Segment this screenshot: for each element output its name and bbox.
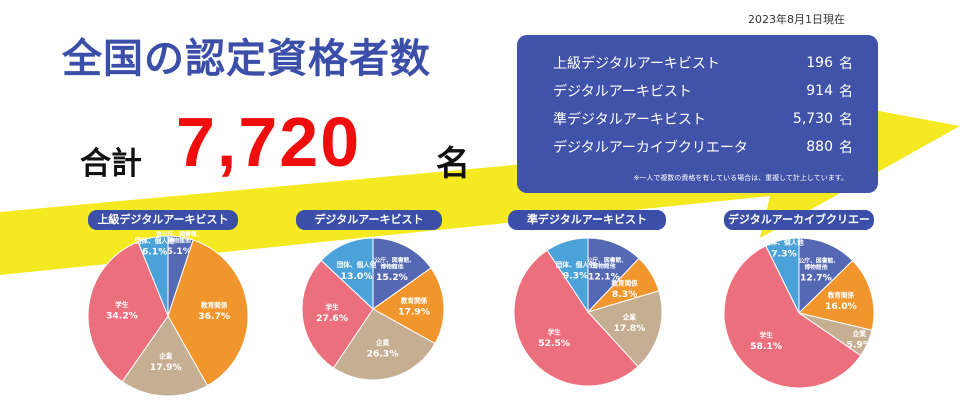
pie-slice <box>723 245 862 389</box>
pie-slice <box>167 239 249 387</box>
summary-row: デジタルアーカイブクリエータ 880 名 <box>553 133 878 161</box>
summary-row: 準デジタルアーキビスト 5,730 名 <box>553 105 878 133</box>
slice-value-label: 34.2% <box>106 310 138 321</box>
slice-value-label: 5.1% <box>166 246 191 257</box>
slice-category-label: 学生 <box>760 331 774 340</box>
slice-category-label: 官公庁、図書館、 <box>369 256 415 264</box>
page-title: 全国の認定資格者数 <box>62 36 431 82</box>
slice-category-label: 教育関係 <box>610 279 638 288</box>
summary-unit: 名 <box>839 112 853 128</box>
summary-count: 5,730 <box>792 111 833 127</box>
slice-category-label: 団体、個人他 <box>556 260 596 269</box>
slice-category-label: 団体、個人他 <box>337 260 377 269</box>
slice-category-label: 学生 <box>326 303 340 312</box>
summary-count: 880 <box>806 139 833 155</box>
summary-count: 196 <box>806 55 833 71</box>
slice-category-label: 学生 <box>548 327 562 336</box>
pie-slice <box>137 235 169 317</box>
pie-title: 準デジタルアーキビスト <box>508 210 666 230</box>
slice-category-label: 教育関係 <box>827 290 855 299</box>
slice-category-label: 教育関係 <box>400 296 428 305</box>
slice-value-label: 8.3% <box>612 289 637 300</box>
slice-value-label: 16.0% <box>825 301 857 312</box>
summary-row: デジタルアーキビスト 914 名 <box>553 77 878 105</box>
summary-name: デジタルアーキビスト <box>553 84 692 100</box>
pie-slice <box>320 237 374 311</box>
slice-value-label: 5.9% <box>847 339 872 350</box>
slice-value-label: 17.9% <box>150 362 182 373</box>
slice-value-label: 17.9% <box>398 306 430 317</box>
total-label: 合計 <box>80 146 142 182</box>
summary-name: 準デジタルアーキビスト <box>553 112 706 128</box>
summary-unit: 名 <box>839 56 853 72</box>
summary-name: 上級デジタルアーキビスト <box>553 56 720 72</box>
slice-category-label: 企業 <box>622 313 637 322</box>
slice-category-label: 博物館他 <box>168 237 191 245</box>
slice-category-label: 博物館他 <box>380 262 403 270</box>
slice-category-label: 官公庁、図書館、 <box>156 230 202 238</box>
slice-value-label: 26.3% <box>367 349 399 360</box>
slice-value-label: 13.0% <box>341 271 373 282</box>
summary-name: デジタルアーカイブクリエータ <box>553 140 748 156</box>
pie-slice <box>546 237 589 314</box>
summary-count: 914 <box>806 83 833 99</box>
slice-value-label: 7.3% <box>771 248 796 259</box>
pie-slice <box>372 237 432 310</box>
pie-slice <box>797 259 875 331</box>
slice-value-label: 17.8% <box>613 323 645 334</box>
summary-unit: 名 <box>839 84 853 100</box>
slice-value-label: 6.1% <box>142 247 167 258</box>
slice-value-label: 12.1% <box>588 272 620 283</box>
pie-slice <box>121 315 209 397</box>
slice-value-label: 9.3% <box>563 271 588 282</box>
pie-slice <box>798 237 854 315</box>
slice-category-label: 企業 <box>158 351 173 360</box>
slice-category-label: 博物館他 <box>592 262 615 270</box>
slice-category-label: 企業 <box>852 329 867 338</box>
slice-category-label: 博物館他 <box>804 263 827 271</box>
pie-title: デジタルアーキビスト <box>296 210 442 230</box>
summary-box: 上級デジタルアーキビスト 196 名 デジタルアーキビスト 914 名 準デジタ… <box>517 35 878 193</box>
slice-value-label: 36.7% <box>198 311 230 322</box>
slice-category-label: 団体、個人他 <box>764 238 804 247</box>
slice-value-label: 15.2% <box>376 272 408 283</box>
pie-slice <box>301 259 374 369</box>
summary-row: 上級デジタルアーキビスト 196 名 <box>553 49 878 77</box>
pie-slice <box>332 308 436 381</box>
slice-category-label: 官公庁、図書館、 <box>793 257 839 265</box>
summary-unit: 名 <box>839 140 853 156</box>
slice-value-label: 12.7% <box>800 273 832 284</box>
slice-value-label: 58.1% <box>750 341 782 352</box>
pie-slice <box>765 237 800 314</box>
slice-category-label: 官公庁、図書館、 <box>581 256 627 264</box>
pie-slice <box>587 290 663 368</box>
pie-slice <box>513 249 639 387</box>
as-of-date: 2023年8月1日現在 <box>748 13 845 26</box>
summary-note: ※一人で複数の資格を有している場合は、重複して計上しています。 <box>633 174 848 182</box>
slice-category-label: 企業 <box>375 338 390 347</box>
pie-slice <box>87 241 169 383</box>
pie-title: 上級デジタルアーキビスト <box>88 210 238 230</box>
slice-value-label: 27.6% <box>316 313 348 324</box>
total-value: 7,720 <box>176 103 362 181</box>
total-unit: 名 <box>436 144 470 184</box>
pie-title: デジタルアーカイブクリエータ <box>724 210 874 246</box>
slice-category-label: 団体、個人他 <box>135 236 175 245</box>
slice-category-label: 教育関係 <box>200 301 228 310</box>
slice-value-label: 52.5% <box>538 338 570 349</box>
pie-slice <box>372 267 445 345</box>
slice-category-label: 学生 <box>115 300 129 309</box>
